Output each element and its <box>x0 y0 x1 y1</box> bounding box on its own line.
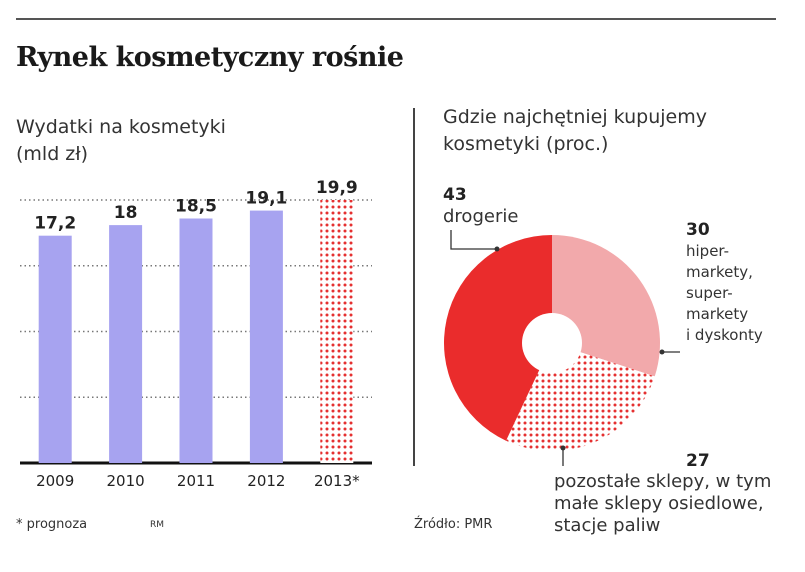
pie-value-label: 43 <box>443 185 467 205</box>
bar-category-label: 2010 <box>107 472 145 490</box>
bar-category-label: 2013* <box>314 472 360 490</box>
bar-value-label: 17,2 <box>34 214 76 234</box>
source-note: Źródło: PMR <box>414 517 493 532</box>
bar-2013 <box>320 200 354 463</box>
pie-value-label: 30 <box>686 220 710 240</box>
pie-slice-label: hiper- <box>686 242 729 260</box>
bar-2010 <box>109 225 143 463</box>
pie-slice-label: i dyskonty <box>686 326 763 344</box>
bar-2012 <box>249 210 283 463</box>
pie-slice-label: pozostałe sklepy, w tym <box>554 471 771 492</box>
donut-hole <box>522 313 582 373</box>
pie-slice-red <box>444 235 552 441</box>
footnote: * prognoza <box>16 517 88 532</box>
pie-leader-dot <box>560 445 566 451</box>
pie-leader-dot <box>494 246 500 252</box>
pie-slice-label: stacje paliw <box>554 515 660 536</box>
pie-leader-dot <box>659 349 665 355</box>
column-divider <box>413 108 415 466</box>
pie-slice-label: małe sklepy osiedlowe, <box>554 493 764 514</box>
bar-chart-title: Wydatki na kosmetyki (mld zł) <box>16 116 226 165</box>
bar-value-label: 19,9 <box>316 178 358 198</box>
pie-slice-label: markety <box>686 305 748 323</box>
author-initials: RM <box>150 520 165 530</box>
pie-value-label: 27 <box>686 451 710 471</box>
headline: Rynek kosmetyczny rośnie <box>16 42 404 73</box>
bar-value-label: 18,5 <box>175 197 217 217</box>
pie-slice-label: markety, <box>686 263 753 281</box>
bar-value-label: 18 <box>114 203 138 223</box>
bar-category-label: 2011 <box>177 472 215 490</box>
bar-2009 <box>38 235 72 463</box>
pie-chart-title: Gdzie najchętniej kupujemy kosmetyki (pr… <box>443 106 707 155</box>
top-rule <box>16 18 776 20</box>
pie-slice-label: drogerie <box>443 206 518 227</box>
pie-leader-line <box>450 230 497 250</box>
bar-2011 <box>179 218 213 463</box>
bar-value-label: 19,1 <box>245 189 287 209</box>
bar-category-label: 2009 <box>36 472 74 490</box>
bar-category-label: 2012 <box>247 472 285 490</box>
pie-slice-label: super- <box>686 284 733 302</box>
